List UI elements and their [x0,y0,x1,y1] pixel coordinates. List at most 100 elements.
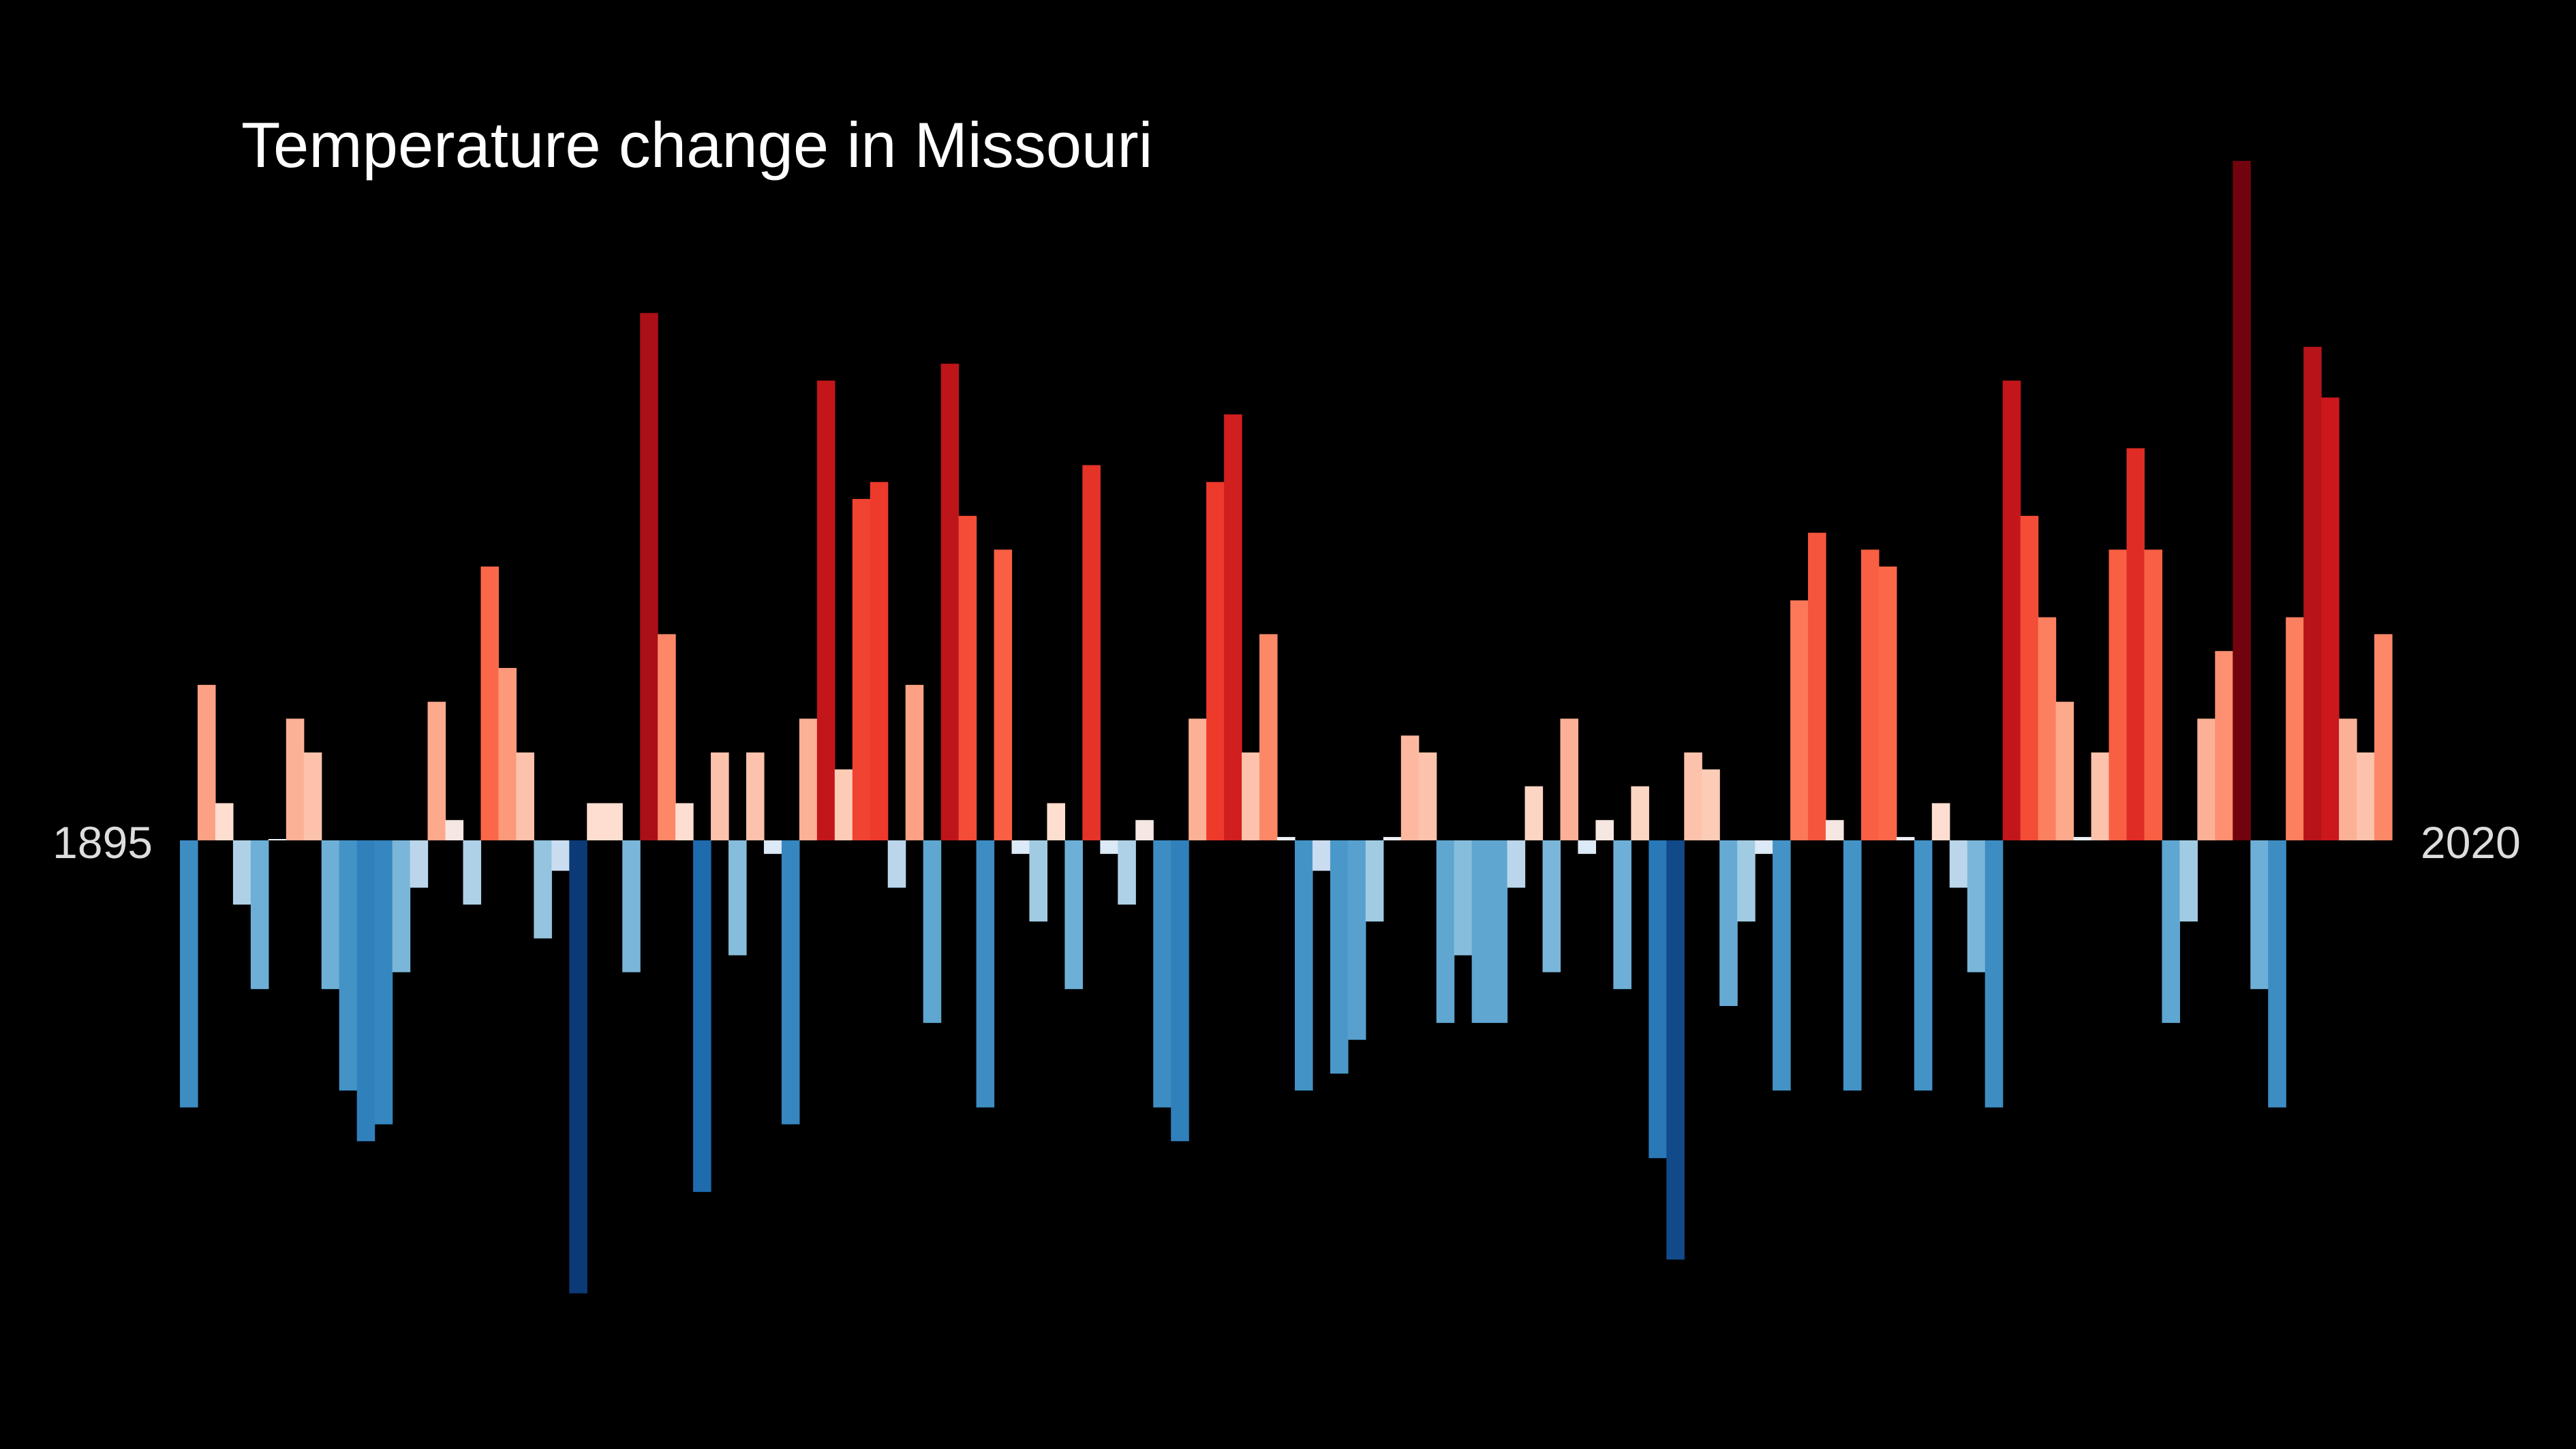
bar-1983 [1737,840,1755,922]
bar-1959 [1312,840,1331,871]
bar-1961 [1347,840,1366,1040]
bar-1947 [1100,840,1118,854]
bar-2015 [2303,346,2322,841]
bar-1896 [197,684,216,840]
bar-1960 [1330,840,1349,1074]
bar-1997 [1984,840,2004,1108]
bar-1916 [551,840,570,871]
bar-1991 [1878,566,1897,840]
bar-1934 [870,482,889,840]
bar-2018 [2357,752,2375,840]
bar-1976 [1613,840,1631,990]
bar-1918 [587,803,605,840]
bar-1924 [693,840,711,1192]
bar-1901 [286,718,305,840]
bar-1929 [781,840,800,1125]
bar-1956 [1259,634,1278,840]
bar-1987 [1808,532,1826,840]
bar-1914 [516,752,534,840]
bar-1994 [1931,803,1950,840]
bar-1990 [1860,549,1880,840]
bar-1953 [1206,482,1225,840]
bar-2001 [2055,701,2074,840]
bar-1904 [339,840,358,1091]
bar-1923 [675,803,694,840]
bar-1942 [1011,840,1030,854]
bar-1936 [905,684,924,840]
bar-1966 [1436,840,1455,1023]
bar-1955 [1242,752,1260,840]
bar-1968 [1471,840,1490,1023]
bar-1939 [958,515,977,840]
bar-1999 [2020,515,2039,840]
bar-1920 [622,840,641,973]
bar-1941 [994,549,1013,840]
bar-1945 [1064,840,1083,990]
bar-1963 [1383,837,1402,840]
bar-2007 [2162,840,2180,1023]
bar-2008 [2179,840,2198,922]
bar-1975 [1595,820,1614,840]
bar-1964 [1400,735,1420,840]
chart-title: Temperature change in Missouri [241,109,1153,181]
bar-1906 [374,840,393,1125]
bar-2011 [2233,161,2251,841]
bar-1912 [480,566,500,840]
bar-1931 [816,380,835,840]
bar-2019 [2374,634,2393,840]
bar-2002 [2073,837,2092,840]
bar-1928 [763,840,782,854]
bar-1972 [1542,840,1561,973]
bar-1988 [1826,820,1844,840]
bar-2013 [2268,840,2286,1108]
bar-1908 [410,840,429,888]
bar-1974 [1578,840,1597,854]
bar-1913 [498,668,517,840]
bar-1980 [1684,752,1702,840]
bar-1957 [1277,837,1295,840]
bar-1950 [1153,840,1171,1108]
end-year-label: 2020 [2421,817,2521,868]
bar-1909 [427,701,446,840]
bar-1971 [1524,786,1544,840]
bar-1915 [534,840,552,939]
bar-1981 [1702,769,1720,840]
bar-1898 [232,840,251,905]
bar-1907 [392,840,411,973]
bar-1943 [1029,840,1048,922]
bar-2003 [2091,752,2110,840]
bar-1935 [887,840,906,888]
bar-1944 [1047,803,1065,840]
bar-1998 [2002,380,2021,840]
bar-1962 [1365,840,1384,922]
bar-1982 [1719,840,1738,1007]
bar-1940 [976,840,995,1108]
bar-1989 [1843,840,1862,1091]
bar-1926 [729,840,747,956]
bar-2014 [2286,617,2304,840]
bar-1911 [463,840,482,905]
bar-1921 [640,313,658,840]
bar-1995 [1949,840,1968,888]
start-year-label: 1895 [52,817,153,868]
bar-1927 [746,752,765,840]
bar-1910 [445,820,464,840]
bar-1973 [1560,718,1579,840]
bar-1993 [1914,840,1933,1091]
bars-group [180,161,2393,1294]
bar-1930 [799,718,818,840]
bar-1984 [1755,840,1773,854]
bar-1949 [1135,820,1154,840]
bar-1902 [303,752,322,840]
bar-1922 [658,634,676,840]
bar-1951 [1171,840,1189,1142]
bar-1948 [1118,840,1136,905]
bar-1938 [940,363,960,840]
bar-1952 [1189,718,1207,840]
bar-1986 [1790,600,1809,840]
bar-2004 [2109,549,2128,840]
bar-1979 [1666,840,1685,1260]
bar-2016 [2321,397,2340,840]
